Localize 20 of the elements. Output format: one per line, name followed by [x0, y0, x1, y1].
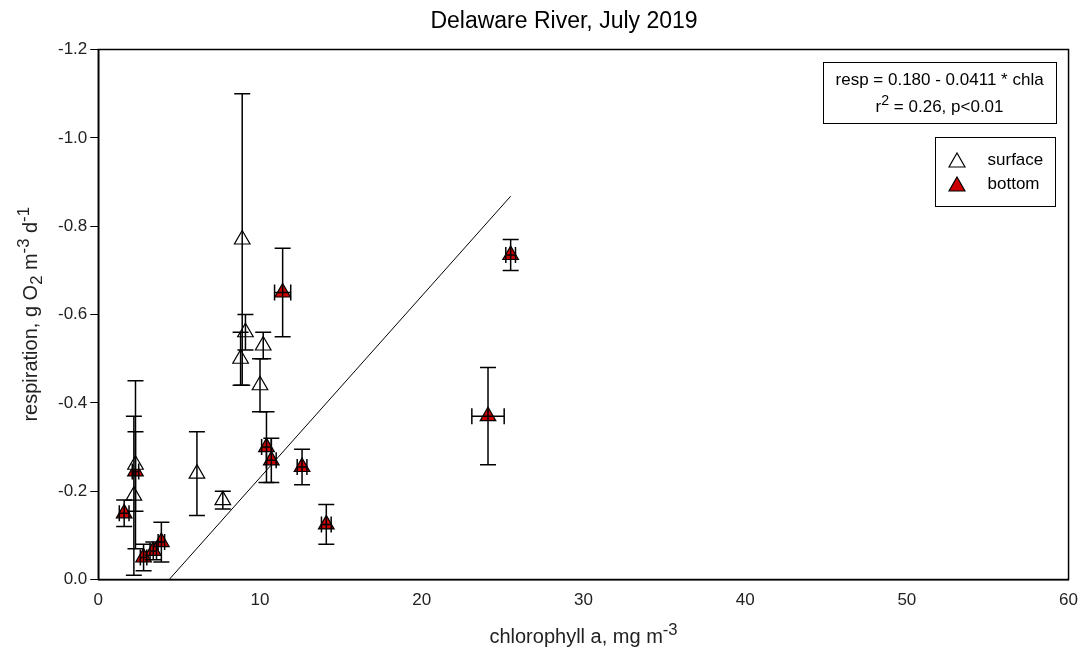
x-tick-label: 50	[897, 590, 917, 610]
y-tick-label: -0.6	[58, 304, 88, 324]
legend-label: bottom	[987, 173, 1040, 194]
x-tick-label: 30	[573, 590, 593, 610]
y-tick-label: -0.8	[58, 215, 88, 235]
legend-label: surface	[987, 149, 1044, 170]
y-tick-label: -0.2	[58, 480, 88, 500]
x-axis-title: chlorophyll a, mg m$^{-3}$	[489, 619, 678, 648]
x-tick-label: 10	[250, 590, 270, 610]
x-tick-label: 0	[93, 590, 104, 610]
x-tick-label: 20	[412, 590, 432, 610]
y-tick-label: -0.4	[58, 392, 88, 412]
x-tick-label: 40	[735, 590, 755, 610]
annotation: r$^{2}$ = 0.26, p<0.01	[875, 91, 1004, 116]
chart-title: Delaware River, July 2019	[430, 7, 698, 34]
x-tick-label: 60	[1059, 590, 1079, 610]
annotation: resp = 0.180 - 0.0411 * chla	[835, 69, 1044, 89]
y-tick-label: 0.0	[63, 569, 88, 589]
y-tick-label: -1.0	[58, 127, 88, 147]
y-tick-label: -1.2	[58, 39, 88, 59]
